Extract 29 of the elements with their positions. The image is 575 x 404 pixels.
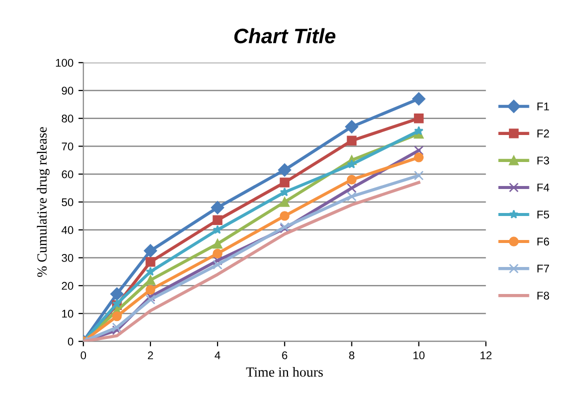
y-tick-label: 30: [62, 254, 74, 262]
legend-label: F3: [537, 156, 550, 164]
y-tick-label: 40: [62, 226, 74, 234]
legend-label: F6: [537, 238, 550, 246]
y-tick-label: 80: [62, 114, 74, 123]
x-tick-label: 2: [148, 351, 153, 360]
y-tick-label: 0: [68, 338, 74, 346]
y-tick-label: 70: [62, 142, 74, 150]
legend-label: F8: [537, 292, 550, 300]
y-tick-label: 10: [62, 310, 74, 318]
y-tick-label: 100: [56, 58, 74, 67]
y-axis-title: % Cumulative drug release: [36, 127, 50, 277]
y-tick-label: 90: [62, 86, 74, 95]
x-tick-label: 4: [214, 352, 220, 360]
x-tick-label: 6: [282, 351, 288, 360]
y-tick-label: 50: [62, 198, 74, 206]
chart-title: Chart Title: [234, 28, 336, 44]
y-tick-label: 20: [62, 282, 74, 290]
x-tick-label: 0: [80, 351, 86, 360]
x-tick-label: 8: [349, 351, 354, 360]
x-tick-label: 12: [480, 351, 492, 360]
legend-label: F7: [537, 264, 549, 272]
x-tick-label: 10: [413, 351, 425, 360]
legend-label: F5: [537, 210, 550, 218]
legend-label: F1: [537, 102, 549, 110]
legend-label: F4: [537, 184, 550, 192]
y-tick-label: 60: [62, 170, 74, 178]
x-axis-title: Time in hours: [246, 367, 323, 377]
legend-label: F2: [537, 130, 549, 138]
